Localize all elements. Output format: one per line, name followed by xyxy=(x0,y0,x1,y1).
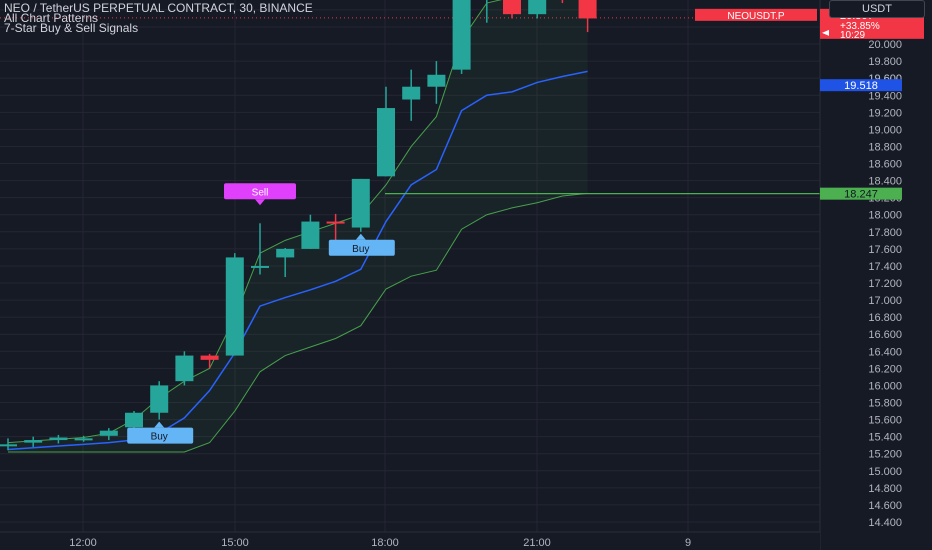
price-tick-label: 16.800 xyxy=(868,312,902,324)
price-tick-label: 18.600 xyxy=(868,159,902,171)
candle-up xyxy=(402,86,421,100)
price-tick-label: 14.800 xyxy=(868,483,902,495)
price-tick-label: 17.800 xyxy=(868,227,902,239)
lower-band-line xyxy=(8,192,588,453)
candle-up xyxy=(150,385,169,413)
candle-down xyxy=(326,221,345,224)
candle-up xyxy=(301,221,320,249)
price-tick-label: 19.400 xyxy=(868,90,902,102)
grid-lines xyxy=(0,0,820,532)
price-tick-label: 16.200 xyxy=(868,363,902,375)
candle-up xyxy=(276,248,295,258)
buy-signal-label: Buy xyxy=(352,244,369,255)
sell-signal-tag xyxy=(224,183,296,200)
buy-signal-label: Buy xyxy=(151,432,168,443)
symbol-tag: NEOUSDT.P xyxy=(727,11,785,22)
blue-line-price-label: 19.518 xyxy=(844,80,878,92)
time-tick-label: 21:00 xyxy=(523,537,551,549)
buy-signal-tag xyxy=(328,239,395,256)
price-tick-label: 17.600 xyxy=(868,244,902,256)
price-tick-label: 17.000 xyxy=(868,295,902,307)
band-fill xyxy=(8,0,588,453)
price-tick-label: 18.800 xyxy=(868,141,902,153)
chart-title: NEO / TetherUS PERPETUAL CONTRACT, 30, B… xyxy=(4,1,313,15)
candle-up xyxy=(0,444,17,447)
blue-trend-line xyxy=(7,70,588,451)
lower-level-price-label-bg xyxy=(820,187,902,200)
price-tick-label: 17.200 xyxy=(868,278,902,290)
candle-up xyxy=(125,412,143,428)
candle-up xyxy=(99,430,118,436)
signal-tags: BuySellBuySell-1.79 xyxy=(127,183,395,444)
candle-up xyxy=(377,108,395,177)
price-tick-label: 17.400 xyxy=(868,261,902,273)
price-tick-label: 14.400 xyxy=(868,517,902,529)
countdown-pointer-icon xyxy=(822,29,829,36)
price-tick-label: 16.600 xyxy=(868,329,902,341)
candle-down xyxy=(578,0,597,19)
price-tick-label: 16.000 xyxy=(868,380,902,392)
candle-up xyxy=(225,257,244,356)
countdown-label: 10:29 xyxy=(840,30,865,41)
price-tick-label: 14.600 xyxy=(868,500,902,512)
price-axis[interactable]: 21.40021.20021.00020.80020.60020.40020.2… xyxy=(819,0,932,550)
buy-signal-pointer xyxy=(355,233,366,240)
candle-up xyxy=(452,0,471,70)
change-percent-label: +33.85% xyxy=(840,21,880,32)
price-tick-label: 20.000 xyxy=(868,39,902,51)
price-tick-label: 15.400 xyxy=(868,432,902,444)
currency-unit-button[interactable]: USDT xyxy=(829,0,925,18)
price-tick-label: 15.200 xyxy=(868,449,902,461)
candle-up xyxy=(24,440,43,443)
candle-up xyxy=(427,74,446,87)
candle-up xyxy=(251,265,269,268)
time-tick-label: 18:00 xyxy=(371,537,399,549)
price-tick-label: 15.000 xyxy=(868,466,902,478)
chart-header: NEO / TetherUS PERPETUAL CONTRACT, 30, B… xyxy=(4,1,313,35)
candle-up xyxy=(351,178,370,228)
candle-up xyxy=(175,355,194,382)
indicator-7-star-signals[interactable]: 7-Star Buy & Sell Signals xyxy=(4,21,139,35)
candle-up xyxy=(528,0,547,15)
price-tick-label: 19.200 xyxy=(868,107,902,119)
price-axis-bg xyxy=(820,0,932,550)
blue-line-price-label-bg xyxy=(820,79,902,92)
buy-signal-tag xyxy=(127,427,194,444)
candles xyxy=(0,0,597,451)
lower-level-price-label: 18.247 xyxy=(844,189,878,201)
time-tick-label: 12:00 xyxy=(69,537,97,549)
sell-signal-label: Sell xyxy=(252,187,269,198)
time-axis[interactable]: 12:00 15:00 18:00 21:00 9 xyxy=(0,531,820,550)
sell-signal-pointer xyxy=(255,199,265,206)
candle-up xyxy=(49,437,68,441)
time-tick-label: 9 xyxy=(685,537,691,549)
price-tick-label: 19.800 xyxy=(868,56,902,68)
time-axis-bg xyxy=(0,532,820,550)
price-tick-label: 18.000 xyxy=(868,210,902,222)
horizontal-levels xyxy=(0,17,820,195)
candle-down xyxy=(200,355,219,360)
price-tick-label: 19.000 xyxy=(868,124,902,136)
candle-down xyxy=(503,0,521,15)
price-tick-label: 18.400 xyxy=(868,176,902,188)
buy-signal-pointer xyxy=(154,421,165,428)
candle-up xyxy=(74,438,93,441)
signal-bands xyxy=(7,0,588,453)
time-tick-label: 15:00 xyxy=(221,537,249,549)
price-tick-label: 15.800 xyxy=(868,398,902,410)
price-tick-label: 16.400 xyxy=(868,346,902,358)
indicator-all-chart-patterns[interactable]: All Chart Patterns xyxy=(4,11,99,25)
price-tick-label: 15.600 xyxy=(868,415,902,427)
symbol-tag-bg xyxy=(695,8,817,21)
